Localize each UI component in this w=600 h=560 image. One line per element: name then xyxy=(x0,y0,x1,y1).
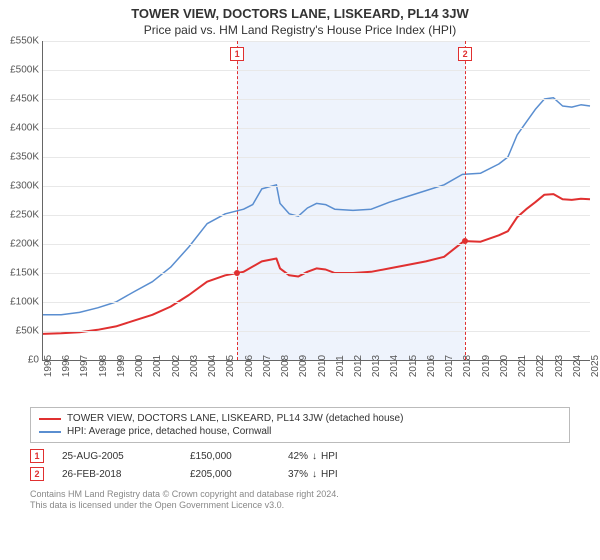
event-index: 1 xyxy=(30,449,44,463)
y-tick: £350K xyxy=(3,152,39,163)
event-index: 2 xyxy=(30,467,44,481)
chart-title: TOWER VIEW, DOCTORS LANE, LISKEARD, PL14… xyxy=(0,0,600,21)
legend-label: HPI: Average price, detached house, Corn… xyxy=(67,426,271,437)
y-tick: £150K xyxy=(3,268,39,279)
events-table: 1 25-AUG-2005 £150,000 42% ↓ HPI 2 26-FEB-201… xyxy=(30,447,570,483)
y-tick: £550K xyxy=(3,36,39,47)
legend-item: TOWER VIEW, DOCTORS LANE, LISKEARD, PL14… xyxy=(39,412,561,425)
legend-label: TOWER VIEW, DOCTORS LANE, LISKEARD, PL14… xyxy=(67,413,403,424)
event-line xyxy=(237,41,238,360)
line-layer xyxy=(43,41,590,360)
chart-area: £0£50K£100K£150K£200K£250K£300K£350K£400… xyxy=(36,41,590,401)
chart-subtitle: Price paid vs. HM Land Registry's House … xyxy=(0,21,600,41)
series-line xyxy=(43,98,590,315)
event-marker-box: 2 xyxy=(458,47,472,61)
y-tick: £500K xyxy=(3,65,39,76)
y-tick: £200K xyxy=(3,239,39,250)
footer-line2: This data is licensed under the Open Gov… xyxy=(30,500,570,511)
arrow-down-icon: ↓ xyxy=(312,451,317,462)
legend-swatch xyxy=(39,418,61,420)
event-line xyxy=(465,41,466,360)
y-tick: £450K xyxy=(3,94,39,105)
event-date: 26-FEB-2018 xyxy=(62,469,172,480)
event-price: £150,000 xyxy=(190,451,270,462)
y-tick: £0 xyxy=(3,355,39,366)
y-tick: £50K xyxy=(3,326,39,337)
footer-line1: Contains HM Land Registry data © Crown c… xyxy=(30,489,570,500)
y-tick: £300K xyxy=(3,181,39,192)
y-tick: £250K xyxy=(3,210,39,221)
event-date: 25-AUG-2005 xyxy=(62,451,172,462)
series-line xyxy=(43,194,590,334)
event-delta: 42% ↓ HPI xyxy=(288,451,338,462)
y-tick: £100K xyxy=(3,297,39,308)
legend-swatch xyxy=(39,431,61,433)
event-marker-box: 1 xyxy=(230,47,244,61)
event-delta: 37% ↓ HPI xyxy=(288,469,338,480)
footer-attribution: Contains HM Land Registry data © Crown c… xyxy=(30,489,570,512)
event-price: £205,000 xyxy=(190,469,270,480)
plot-region: £0£50K£100K£150K£200K£250K£300K£350K£400… xyxy=(42,41,590,361)
chart-container: TOWER VIEW, DOCTORS LANE, LISKEARD, PL14… xyxy=(0,0,600,560)
event-row: 2 26-FEB-2018 £205,000 37% ↓ HPI xyxy=(30,465,570,483)
event-dot xyxy=(234,270,240,276)
arrow-down-icon: ↓ xyxy=(312,469,317,480)
legend: TOWER VIEW, DOCTORS LANE, LISKEARD, PL14… xyxy=(30,407,570,443)
y-tick: £400K xyxy=(3,123,39,134)
legend-item: HPI: Average price, detached house, Corn… xyxy=(39,425,561,438)
event-row: 1 25-AUG-2005 £150,000 42% ↓ HPI xyxy=(30,447,570,465)
event-dot xyxy=(462,238,468,244)
